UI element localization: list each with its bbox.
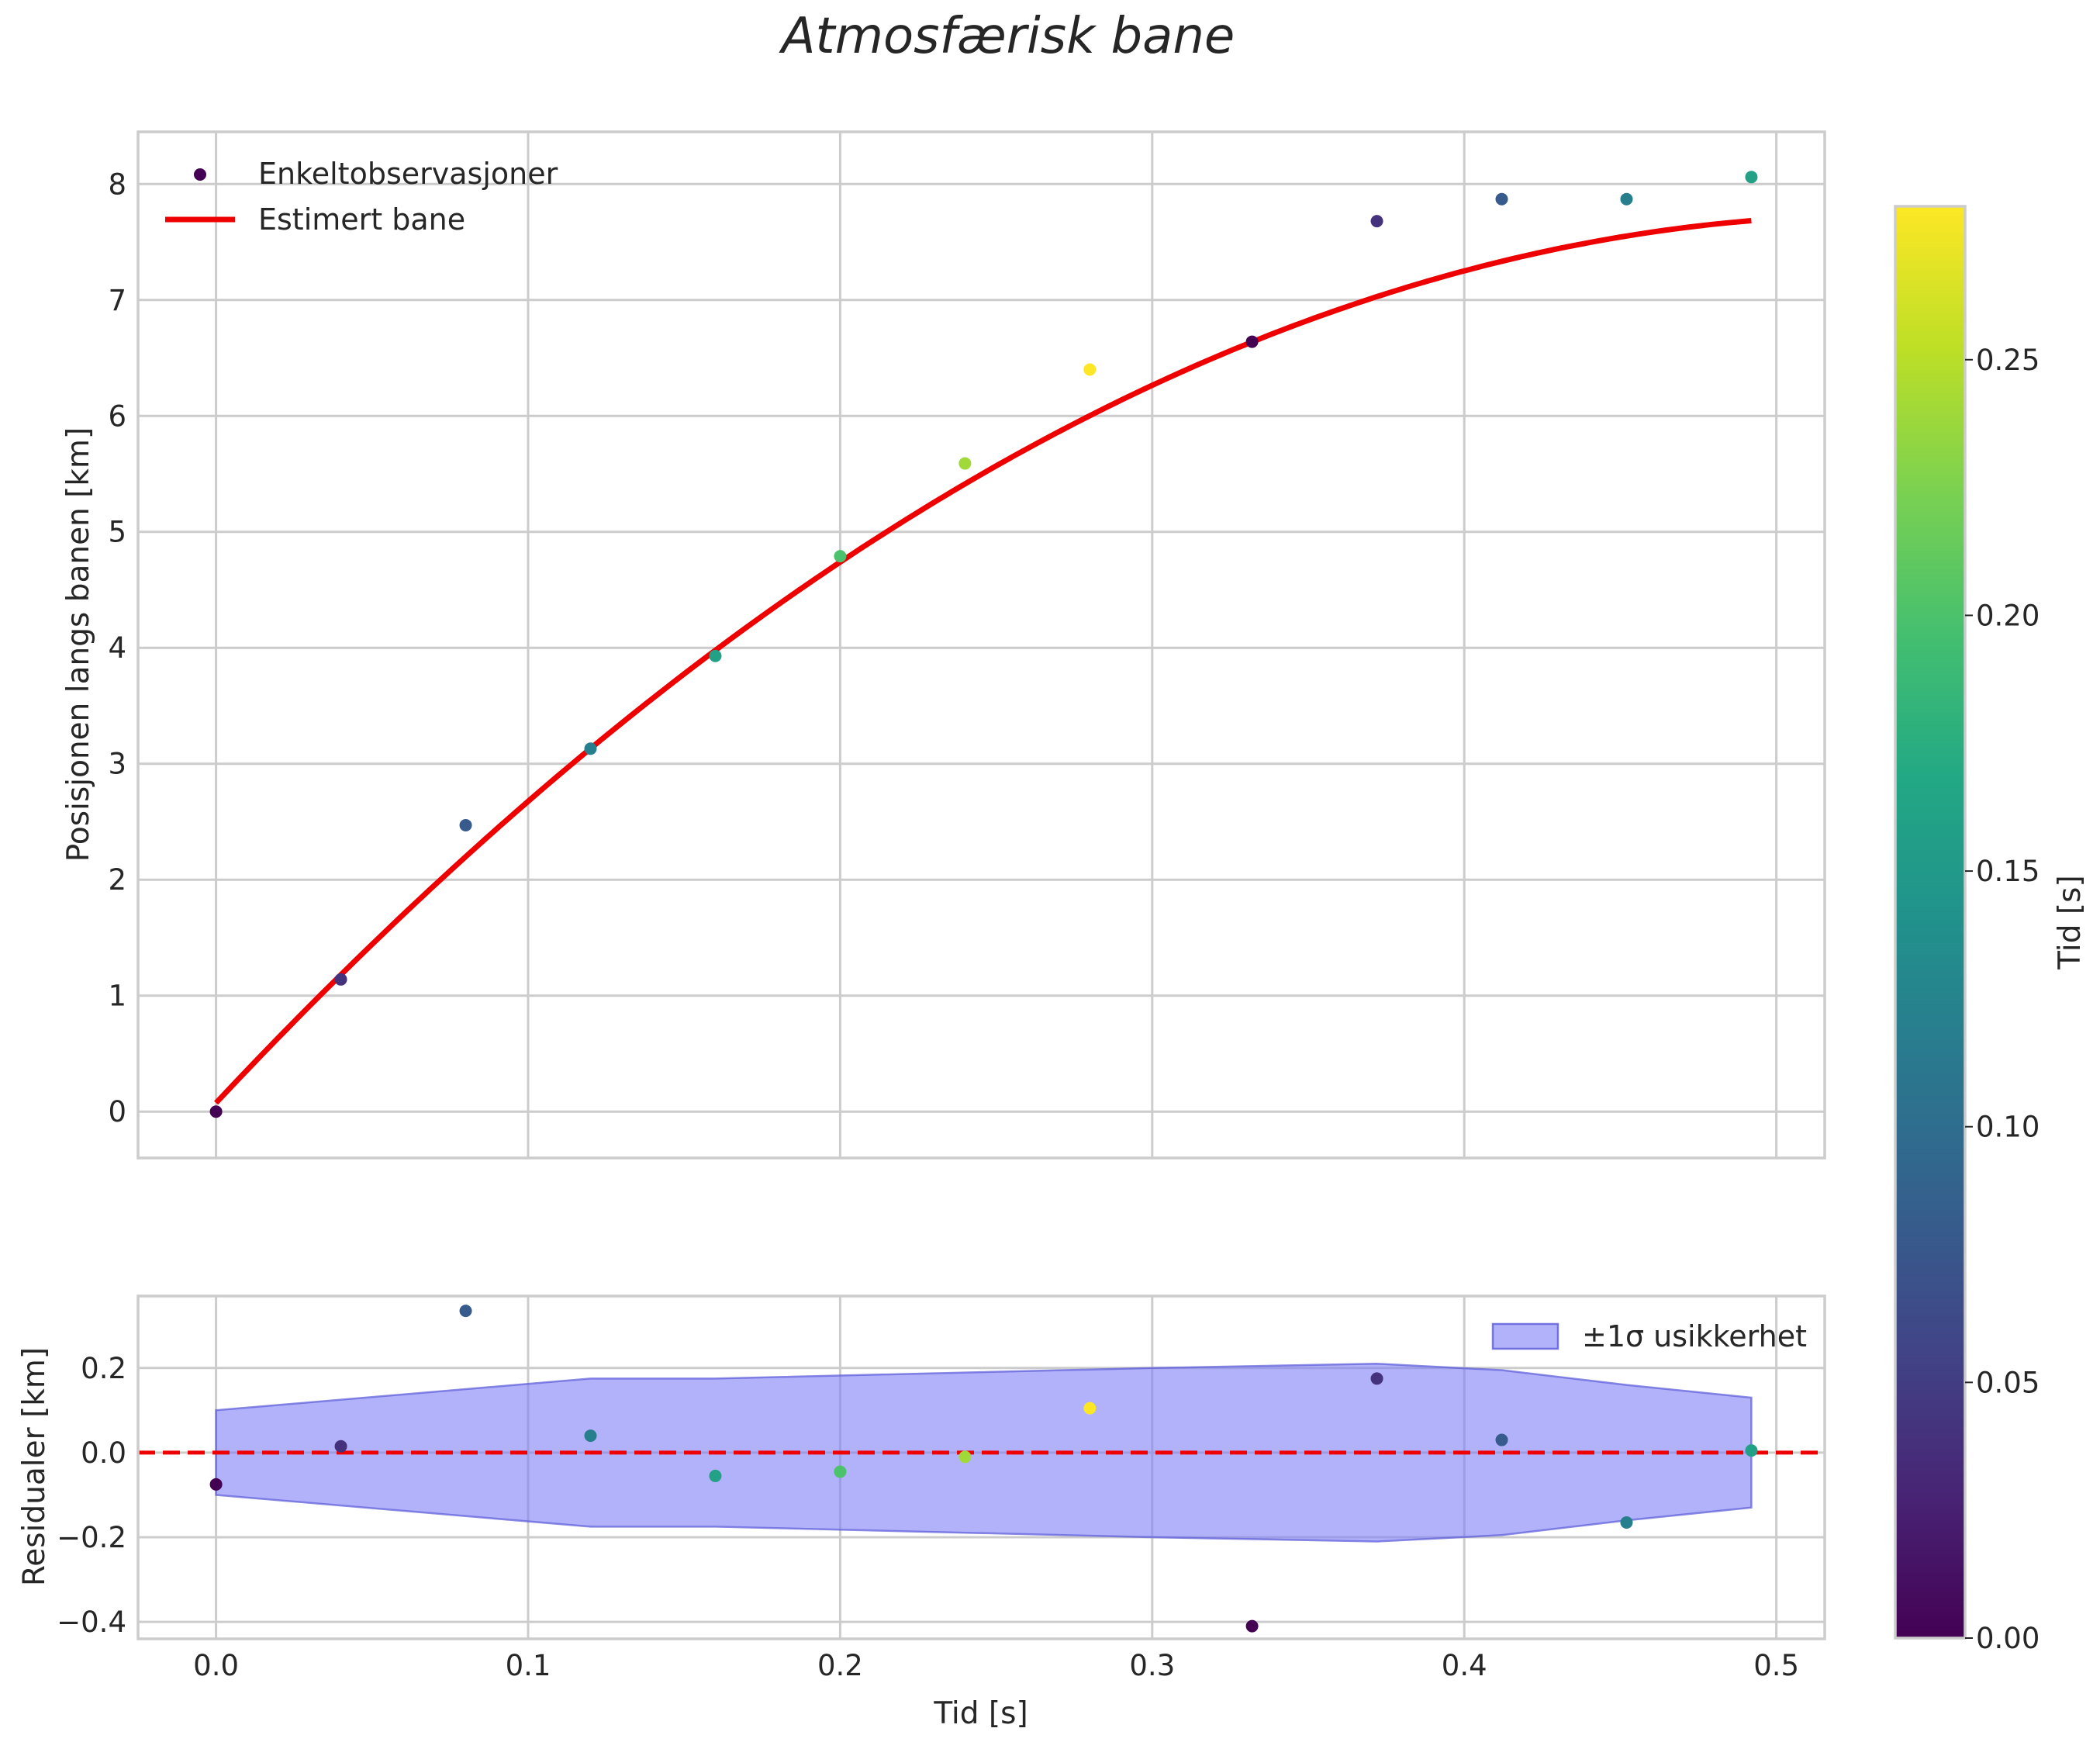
top-ytick-label: 4 — [108, 631, 126, 665]
top-ytick-label: 2 — [108, 863, 126, 897]
xtick-label: 0.2 — [817, 1649, 863, 1682]
residual-point — [459, 1305, 472, 1318]
bottom-x-ticks: 0.0 0.1 0.2 0.3 0.4 0.5 — [193, 1649, 1799, 1682]
top-ytick-label: 3 — [108, 748, 126, 781]
colorbar-label: Tid [s] — [2053, 875, 2088, 970]
residual-point — [834, 1465, 847, 1478]
bottom-ytick-label: 0.0 — [81, 1436, 126, 1470]
top-legend: Enkeltobservasjoner Estimert bane — [165, 157, 558, 237]
observation-point — [1495, 192, 1508, 206]
legend-label-uncertainty: ±1σ usikkerhet — [1582, 1319, 1807, 1353]
xtick-label: 0.3 — [1129, 1649, 1175, 1682]
residual-point — [1495, 1433, 1508, 1446]
colorbar-gradient — [1895, 206, 1965, 1638]
observation-point — [209, 1105, 223, 1118]
bottom-ytick-label: −0.2 — [57, 1521, 126, 1554]
residual-point — [1083, 1402, 1097, 1415]
x-axis-label: Tid [s] — [933, 1696, 1028, 1731]
top-y-ticks: 0 1 2 3 4 5 6 7 8 — [108, 168, 126, 1128]
bottom-legend: ±1σ usikkerhet — [1491, 1319, 1807, 1353]
top-ytick-label: 7 — [108, 284, 126, 317]
top-ytick-label: 8 — [108, 168, 126, 201]
top-grid — [138, 132, 1825, 1158]
residual-point — [584, 1429, 597, 1443]
observation-point — [834, 550, 847, 563]
observation-point — [1245, 335, 1259, 348]
residual-points — [209, 1305, 1758, 1633]
colorbar-ticks: 0.00 0.05 0.10 0.15 0.20 0.25 — [1965, 344, 2040, 1655]
bottom-y-ticks: −0.4 −0.2 0.0 0.2 — [57, 1352, 126, 1639]
top-ytick-label: 1 — [108, 980, 126, 1013]
observation-points — [209, 171, 1758, 1118]
legend-band-swatch — [1491, 1322, 1559, 1350]
top-y-axis-label: Posisjonen langs banen [km] — [61, 427, 96, 862]
residual-point — [209, 1478, 223, 1491]
legend-label-estimate: Estimert bane — [258, 202, 465, 237]
residual-point — [958, 1450, 972, 1464]
legend-scatter-marker — [194, 168, 206, 181]
observation-point — [584, 742, 597, 755]
trajectory-axes: 0 1 2 3 4 5 6 7 8 Posisjonen langs banen [km] En… — [61, 130, 1826, 1160]
observation-point — [1083, 363, 1097, 376]
colorbar-frame — [1894, 205, 1967, 1640]
residual-point — [334, 1440, 347, 1453]
observation-point — [958, 457, 972, 470]
colorbar-tick-label: 0.05 — [1976, 1366, 2040, 1399]
observation-point — [1745, 171, 1758, 184]
colorbar-tick-label: 0.10 — [1976, 1111, 2040, 1144]
colorbar-tick-label: 0.15 — [1976, 855, 2040, 888]
top-ytick-label: 0 — [108, 1095, 126, 1128]
legend-label-observations: Enkeltobservasjoner — [258, 157, 558, 191]
top-ytick-label: 6 — [108, 399, 126, 433]
residual-point — [709, 1469, 722, 1482]
colorbar-tick-label: 0.00 — [1976, 1622, 2040, 1655]
residual-point — [1370, 1372, 1383, 1385]
top-axes-frame — [136, 130, 1826, 1160]
bottom-ytick-label: −0.4 — [57, 1605, 126, 1639]
bottom-y-axis-label: Residualer [km] — [17, 1347, 52, 1586]
residual-point — [1745, 1444, 1758, 1457]
observation-point — [1370, 215, 1383, 228]
colorbar: 0.00 0.05 0.10 0.15 0.20 0.25 Tid [s] — [1894, 205, 2088, 1655]
xtick-label: 0.0 — [193, 1649, 239, 1682]
xtick-label: 0.5 — [1753, 1649, 1799, 1682]
residual-point — [1620, 1516, 1633, 1529]
observation-point — [1620, 192, 1633, 206]
xtick-label: 0.1 — [506, 1649, 551, 1682]
colorbar-tick-label: 0.25 — [1976, 344, 2040, 377]
bottom-axes-frame — [136, 1294, 1826, 1640]
estimated-trajectory-line — [214, 218, 1752, 1105]
observation-point — [709, 649, 722, 662]
residual-point — [1245, 1619, 1259, 1633]
observation-point — [334, 973, 347, 986]
colorbar-tick-label: 0.20 — [1976, 599, 2040, 632]
xtick-label: 0.4 — [1442, 1649, 1487, 1682]
top-ytick-label: 5 — [108, 516, 126, 549]
chart-title: Atmosfærisk bane — [779, 8, 1235, 65]
observation-point — [459, 818, 472, 831]
bottom-ytick-label: 0.2 — [81, 1352, 126, 1385]
residual-axes: −0.4 −0.2 0.0 0.2 0.0 0.1 0.2 0.3 0.4 0.5 Tid [s… — [17, 1294, 1826, 1731]
